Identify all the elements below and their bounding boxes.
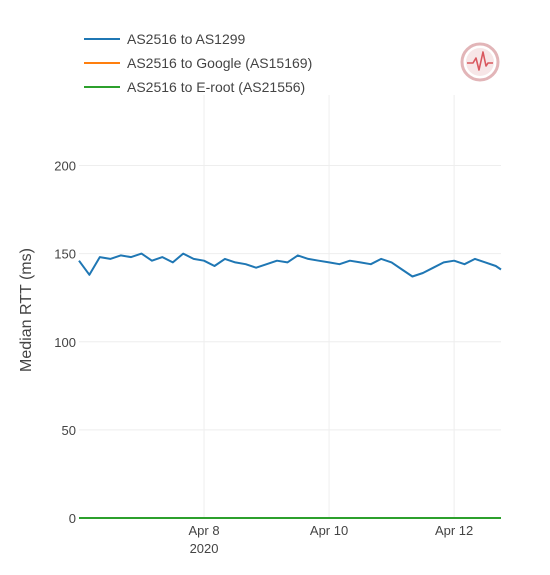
series-line-1[interactable]: [78, 252, 502, 278]
x-tick-label: Apr 12: [435, 523, 473, 538]
y-tick-label: 200: [54, 159, 76, 174]
y-tick-label: 100: [54, 335, 76, 350]
x-tick-label: Apr 10: [310, 523, 348, 538]
x-tick-label: Apr 8: [188, 523, 219, 538]
grid: [79, 95, 501, 518]
legend-label: AS2516 to AS1299: [127, 31, 246, 47]
legend[interactable]: AS2516 to AS1299 AS2516 to Google (AS1516…: [84, 31, 312, 95]
y-tick-label: 150: [54, 247, 76, 262]
y-tick-label: 0: [69, 511, 76, 526]
x-tick-sublabel: 2020: [190, 541, 219, 556]
x-axis: Apr 8 2020 Apr 10 Apr 12: [188, 523, 473, 556]
legend-label: AS2516 to E-root (AS21556): [127, 79, 305, 95]
y-axis-title: Median RTT (ms): [18, 248, 35, 372]
y-axis: 0 50 100 150 200: [54, 159, 76, 527]
legend-label: AS2516 to Google (AS15169): [127, 55, 312, 71]
heartbeat-logo-icon[interactable]: [460, 42, 500, 82]
y-tick-label: 50: [62, 423, 76, 438]
series-layer: [78, 252, 502, 519]
